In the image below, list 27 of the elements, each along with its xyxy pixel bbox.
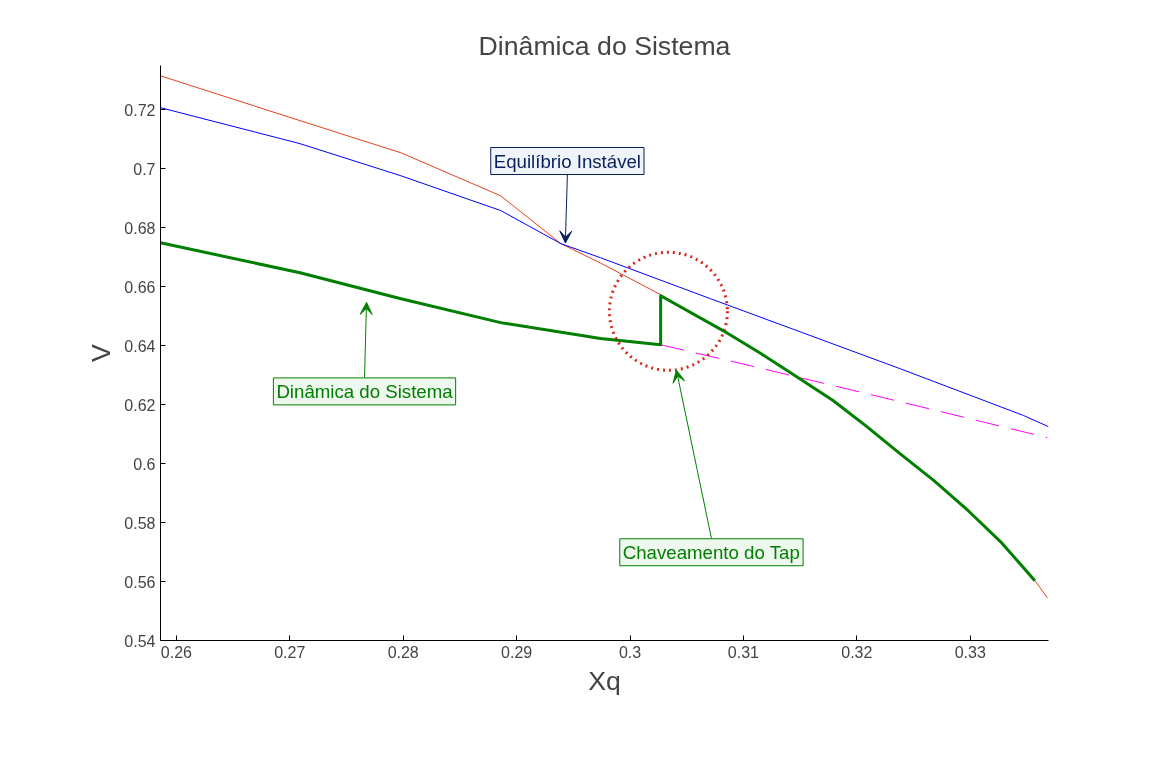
line-series <box>160 107 1049 428</box>
y-tick-label: 0.7 <box>133 160 156 178</box>
annotation: Equilíbrio Instável <box>493 150 642 172</box>
y-tick-label: 0.62 <box>124 396 156 414</box>
line-series <box>660 344 1048 439</box>
y-tick-label: 0.54 <box>124 632 156 650</box>
x-tick-label: 0.29 <box>501 643 533 661</box>
y-tick-label: 0.56 <box>124 573 156 591</box>
y-tick-label: 0.64 <box>124 337 156 355</box>
annotation: Dinâmica do Sistema <box>276 380 454 402</box>
chart-title: Dinâmica do Sistema <box>478 30 731 61</box>
x-tick-label: 0.33 <box>954 643 986 661</box>
x-tick-label: 0.26 <box>160 643 193 661</box>
x-tick-label: 0.32 <box>841 643 873 661</box>
x-tick-label: 0.27 <box>274 643 306 661</box>
x-tick-label: 0.3 <box>618 643 642 661</box>
y-tick-label: 0.66 <box>124 278 156 296</box>
line-series <box>160 241 1037 583</box>
annotation: Chaveamento do Tap <box>622 541 800 563</box>
x-tick-label: 0.31 <box>727 643 760 661</box>
x-axis-title: Xq <box>588 665 621 696</box>
y-tick-label: 0.58 <box>124 514 156 532</box>
y-tick-label: 0.72 <box>124 101 156 119</box>
x-tick-label: 0.28 <box>387 643 419 661</box>
y-tick-label: 0.6 <box>133 455 156 473</box>
y-axis-title: V <box>86 343 117 362</box>
y-tick-label: 0.68 <box>124 219 156 237</box>
